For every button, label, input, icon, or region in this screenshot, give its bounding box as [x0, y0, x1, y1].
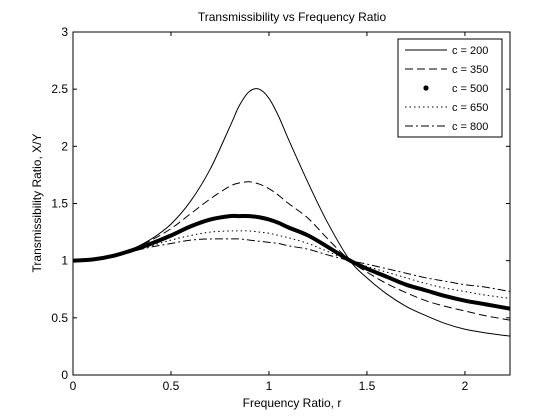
legend-label: c = 800 [452, 121, 488, 133]
legend-label: c = 500 [452, 83, 488, 95]
series-line-2 [72, 181, 511, 321]
x-tick-label: 2 [462, 379, 469, 393]
series-line-3 [72, 213, 511, 311]
x-axis-label: Frequency Ratio, r [243, 396, 342, 410]
legend-label: c = 350 [452, 64, 488, 76]
series-group [72, 88, 511, 337]
x-tick-label: 0.5 [163, 379, 180, 393]
y-tick-label: 0.5 [51, 311, 68, 325]
x-tick-label: 1 [266, 379, 273, 393]
series-line-1 [72, 88, 511, 337]
series-line-5 [72, 238, 511, 293]
y-tick-label: 2.5 [51, 82, 68, 96]
x-tick-label: 0 [70, 379, 77, 393]
y-tick-label: 1.5 [51, 197, 68, 211]
y-tick-label: 0 [61, 368, 68, 382]
legend-box [397, 38, 503, 138]
y-tick-label: 2 [61, 139, 68, 153]
y-axis: 0 0.5 1 1.5 2 2.5 3 [51, 25, 510, 382]
series-line-4 [72, 230, 511, 299]
legend-label: c = 650 [452, 102, 488, 114]
chart-title: Transmissibility vs Frequency Ratio [198, 10, 387, 24]
x-tick-label: 1.5 [359, 379, 376, 393]
y-axis-label: Transmissibility Ratio, X/Y [30, 134, 44, 273]
legend: c = 200 c = 350 c = 500 c = 650 c = 800 [397, 38, 503, 138]
legend-swatch [423, 85, 429, 91]
y-tick-label: 3 [61, 25, 68, 39]
legend-label: c = 200 [452, 45, 488, 57]
y-tick-label: 1 [61, 254, 68, 268]
x-axis: 0 0.5 1 1.5 2 [70, 32, 469, 393]
